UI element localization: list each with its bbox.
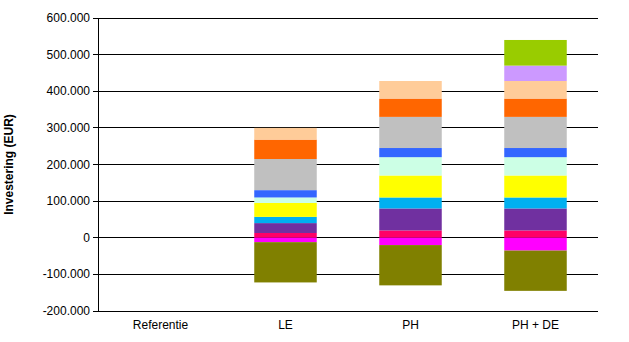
- bar-segment: [254, 233, 317, 238]
- grid-line: [98, 311, 598, 312]
- bar-segment: [379, 157, 442, 175]
- bar-segment: [504, 40, 567, 66]
- tick-mark: [93, 54, 98, 55]
- tick-mark: [93, 91, 98, 92]
- tick-label: 300.000: [47, 121, 91, 135]
- bar-segment: [504, 117, 567, 148]
- tick-mark: [93, 274, 98, 275]
- tick-label: 100.000: [47, 194, 91, 208]
- bar-segment: [129, 237, 192, 238]
- bar-segment: [379, 117, 442, 148]
- bar-segment: [254, 127, 317, 128]
- bars: [254, 40, 567, 291]
- bar-segment: [379, 81, 442, 99]
- bar-segment: [129, 237, 192, 238]
- bar-segment: [129, 237, 192, 238]
- bar-segment: [504, 81, 567, 99]
- bar-segment: [129, 237, 192, 238]
- bar-segment: [504, 197, 567, 208]
- bar-segment: [504, 157, 567, 175]
- bar-segment: [129, 237, 192, 238]
- category-label: PH: [402, 318, 419, 332]
- tick-mark: [93, 164, 98, 165]
- tick-mark: [93, 127, 98, 128]
- bar-segment: [379, 238, 442, 245]
- bar-segment: [129, 237, 192, 238]
- bar-segment: [254, 127, 317, 128]
- chart-root: -200.000 -100.000 0 100.000 200.000 300.000 40…: [0, 0, 629, 342]
- bar-segment: [254, 223, 317, 233]
- y-axis: [98, 18, 99, 311]
- tick-label: 400.000: [47, 84, 91, 98]
- bar-segment: [504, 230, 567, 237]
- bar-segment: [379, 208, 442, 230]
- tick-label: 600.000: [47, 11, 91, 25]
- bar-segment: [504, 99, 567, 117]
- tick-label: 200.000: [47, 158, 91, 172]
- bar-segment: [504, 175, 567, 197]
- category-label: Referentie: [133, 318, 189, 332]
- bar-segment: [254, 159, 317, 190]
- bar-segment: [379, 230, 442, 237]
- bar-segment: [379, 80, 442, 81]
- bar-segment: [254, 128, 317, 140]
- bar-segment: [129, 237, 192, 238]
- bar-segment: [379, 175, 442, 197]
- bar-segment: [379, 245, 442, 285]
- bar-segment: [254, 190, 317, 197]
- bar-segment: [129, 237, 192, 238]
- tick-mark: [93, 311, 98, 312]
- bar-segment: [504, 251, 567, 291]
- bar-segment: [129, 237, 192, 238]
- grid-line: [98, 18, 598, 19]
- category-label: LE: [278, 318, 293, 332]
- grid: [93, 18, 598, 311]
- tick-label: -200.000: [43, 304, 91, 318]
- bar-segment: [504, 208, 567, 230]
- chart-svg: -200.000 -100.000 0 100.000 200.000 300.000 40…: [0, 0, 629, 342]
- bar-segment: [504, 238, 567, 251]
- bar-segment: [254, 217, 317, 223]
- bar-segment: [129, 237, 192, 238]
- tick-label: 500.000: [47, 48, 91, 62]
- tick-mark: [93, 237, 98, 238]
- bar-segment: [379, 99, 442, 117]
- bar-segment: [504, 66, 567, 81]
- bar-segment: [129, 237, 192, 238]
- bar-segment: [254, 203, 317, 217]
- category-label: PH + DE: [512, 318, 559, 332]
- tick-mark: [93, 18, 98, 19]
- bar-segment: [379, 197, 442, 208]
- tick-label: 0: [83, 231, 90, 245]
- bar-segment: [129, 237, 192, 238]
- bar-segment: [379, 148, 442, 157]
- bar-segment: [254, 140, 317, 159]
- bar-segment: [254, 197, 317, 202]
- bar-segment: [254, 238, 317, 242]
- bar-segment: [254, 242, 317, 282]
- tick-mark: [93, 201, 98, 202]
- y-axis-title: Investering (EUR): [2, 114, 16, 215]
- bar-segment: [129, 237, 192, 238]
- bar-segment: [504, 148, 567, 157]
- tick-label: -100.000: [43, 267, 91, 281]
- bar-segment: [379, 80, 442, 81]
